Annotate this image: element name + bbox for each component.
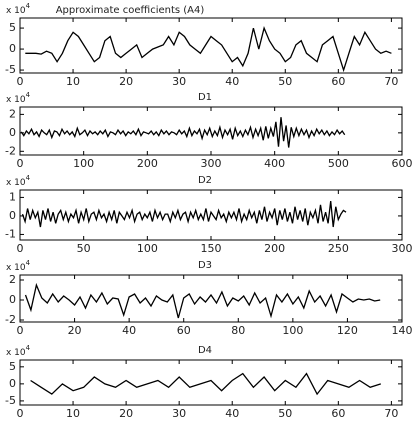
x-tick-label: 80 bbox=[231, 324, 245, 337]
y-scale-exponent: 4 bbox=[26, 259, 31, 267]
x-tick-label: 40 bbox=[225, 407, 239, 420]
x-tick-label: 0 bbox=[17, 407, 24, 420]
x-tick-label: 30 bbox=[172, 75, 186, 88]
x-tick-label: 20 bbox=[119, 75, 133, 88]
y-scale-label: x 104 bbox=[6, 174, 31, 188]
x-tick-label: 200 bbox=[264, 242, 285, 255]
x-tick-label: 200 bbox=[137, 157, 158, 170]
y-tick-label: -2 bbox=[5, 144, 16, 157]
x-tick-label: 20 bbox=[68, 324, 82, 337]
y-tick-label: -1 bbox=[5, 227, 16, 240]
x-tick-label: 10 bbox=[66, 75, 80, 88]
x-tick-label: 60 bbox=[331, 75, 345, 88]
y-scale-label: x 104 bbox=[6, 91, 31, 105]
x-tick-label: 600 bbox=[392, 157, 413, 170]
x-tick-label: 40 bbox=[122, 324, 136, 337]
x-tick-label: 300 bbox=[392, 242, 413, 255]
y-tick-label: 0 bbox=[9, 209, 16, 222]
chart-title: Approximate coefficients (A4) bbox=[56, 5, 205, 16]
x-tick-label: 0 bbox=[17, 157, 24, 170]
x-tick-label: 120 bbox=[337, 324, 358, 337]
x-tick-label: 50 bbox=[77, 242, 91, 255]
x-tick-label: 30 bbox=[172, 407, 186, 420]
chart-title: D4 bbox=[198, 345, 212, 356]
y-scale-base: x 10 bbox=[6, 6, 26, 16]
y-scale-exponent: 4 bbox=[26, 91, 31, 99]
x-tick-label: 20 bbox=[119, 407, 133, 420]
x-tick-label: 100 bbox=[73, 157, 94, 170]
y-tick-label: 5 bbox=[9, 21, 16, 34]
y-scale-exponent: 4 bbox=[26, 344, 31, 352]
x-tick-label: 40 bbox=[225, 75, 239, 88]
data-line bbox=[21, 201, 347, 228]
data-line bbox=[25, 26, 392, 73]
y-scale-label: x 104 bbox=[6, 2, 31, 16]
y-tick-label: 2 bbox=[9, 107, 16, 120]
x-tick-label: 250 bbox=[328, 242, 349, 255]
y-scale-label: x 104 bbox=[6, 344, 31, 358]
data-line bbox=[24, 282, 381, 319]
y-scale-base: x 10 bbox=[6, 263, 26, 273]
axes-box bbox=[19, 274, 403, 323]
data-line bbox=[20, 117, 346, 148]
x-tick-label: 400 bbox=[264, 157, 285, 170]
y-scale-base: x 10 bbox=[6, 348, 26, 358]
x-tick-label: 70 bbox=[384, 75, 398, 88]
axes-box bbox=[19, 17, 403, 74]
chart-title: D3 bbox=[198, 260, 212, 271]
chart-title: D2 bbox=[198, 175, 212, 186]
data-line bbox=[30, 372, 381, 396]
x-tick-label: 10 bbox=[66, 407, 80, 420]
x-tick-label: 300 bbox=[201, 157, 222, 170]
y-scale-base: x 10 bbox=[6, 95, 26, 105]
y-scale-base: x 10 bbox=[6, 178, 26, 188]
x-tick-label: 100 bbox=[137, 242, 158, 255]
y-tick-label: -5 bbox=[5, 394, 16, 407]
x-tick-label: 150 bbox=[201, 242, 222, 255]
x-tick-label: 0 bbox=[17, 324, 24, 337]
x-tick-label: 0 bbox=[17, 75, 24, 88]
y-scale-exponent: 4 bbox=[26, 174, 31, 182]
x-tick-label: 50 bbox=[278, 407, 292, 420]
y-tick-label: 0 bbox=[9, 42, 16, 55]
y-tick-label: -5 bbox=[5, 63, 16, 76]
x-tick-label: 70 bbox=[384, 407, 398, 420]
x-tick-label: 60 bbox=[177, 324, 191, 337]
x-tick-label: 140 bbox=[392, 324, 413, 337]
y-tick-label: 5 bbox=[9, 360, 16, 373]
y-tick-label: 0 bbox=[9, 377, 16, 390]
y-scale-label: x 104 bbox=[6, 259, 31, 273]
x-tick-label: 100 bbox=[282, 324, 303, 337]
y-scale-exponent: 4 bbox=[26, 2, 31, 10]
y-tick-label: 2 bbox=[9, 273, 16, 286]
x-tick-label: 60 bbox=[331, 407, 345, 420]
chart-title: D1 bbox=[198, 92, 212, 103]
y-tick-label: 0 bbox=[9, 126, 16, 139]
y-tick-label: 0 bbox=[9, 293, 16, 306]
y-tick-label: -2 bbox=[5, 313, 16, 326]
x-tick-label: 0 bbox=[17, 242, 24, 255]
axes-box bbox=[19, 359, 403, 406]
x-tick-label: 500 bbox=[328, 157, 349, 170]
x-tick-label: 50 bbox=[278, 75, 292, 88]
y-tick-label: 1 bbox=[9, 190, 16, 203]
